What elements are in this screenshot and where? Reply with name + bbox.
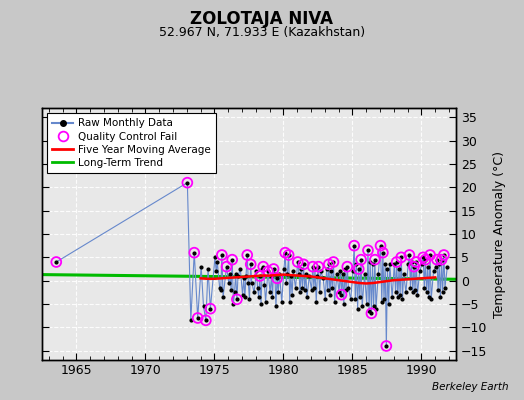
Point — [285, 252, 293, 258]
Point — [281, 250, 289, 256]
Point — [350, 242, 358, 249]
Point — [309, 264, 317, 270]
Point — [355, 266, 363, 272]
Text: 52.967 N, 71.933 E (Kazakhstan): 52.967 N, 71.933 E (Kazakhstan) — [159, 26, 365, 39]
Point — [410, 264, 418, 270]
Point — [243, 252, 252, 258]
Point — [273, 275, 281, 282]
Point — [382, 343, 390, 349]
Point — [392, 259, 401, 265]
Point — [217, 252, 226, 258]
Point — [314, 264, 323, 270]
Point — [52, 259, 60, 265]
Point — [376, 242, 385, 249]
Point — [222, 264, 231, 270]
Point — [269, 266, 278, 272]
Text: ZOLOTAJA NIVA: ZOLOTAJA NIVA — [191, 10, 333, 28]
Legend: Raw Monthly Data, Quality Control Fail, Five Year Moving Average, Long-Term Tren: Raw Monthly Data, Quality Control Fail, … — [47, 113, 216, 173]
Point — [412, 259, 420, 265]
Point — [202, 317, 210, 324]
Point — [364, 247, 372, 254]
Point — [183, 180, 192, 186]
Point — [421, 256, 430, 263]
Point — [379, 250, 387, 256]
Point — [206, 306, 215, 312]
Point — [433, 256, 441, 263]
Point — [438, 256, 446, 263]
Point — [440, 252, 448, 258]
Point — [343, 264, 352, 270]
Point — [293, 259, 302, 265]
Y-axis label: Temperature Anomaly (°C): Temperature Anomaly (°C) — [493, 150, 506, 318]
Point — [259, 264, 267, 270]
Point — [193, 315, 202, 321]
Point — [397, 254, 406, 260]
Point — [367, 310, 376, 316]
Point — [370, 256, 379, 263]
Text: Berkeley Earth: Berkeley Earth — [432, 382, 508, 392]
Point — [233, 296, 241, 302]
Point — [337, 292, 346, 298]
Point — [329, 259, 337, 265]
Point — [426, 252, 434, 258]
Point — [299, 261, 308, 268]
Point — [246, 261, 255, 268]
Point — [357, 256, 365, 263]
Point — [264, 268, 272, 274]
Point — [190, 250, 199, 256]
Point — [256, 273, 264, 279]
Point — [405, 252, 413, 258]
Point — [228, 256, 236, 263]
Point — [324, 261, 333, 268]
Point — [419, 254, 428, 260]
